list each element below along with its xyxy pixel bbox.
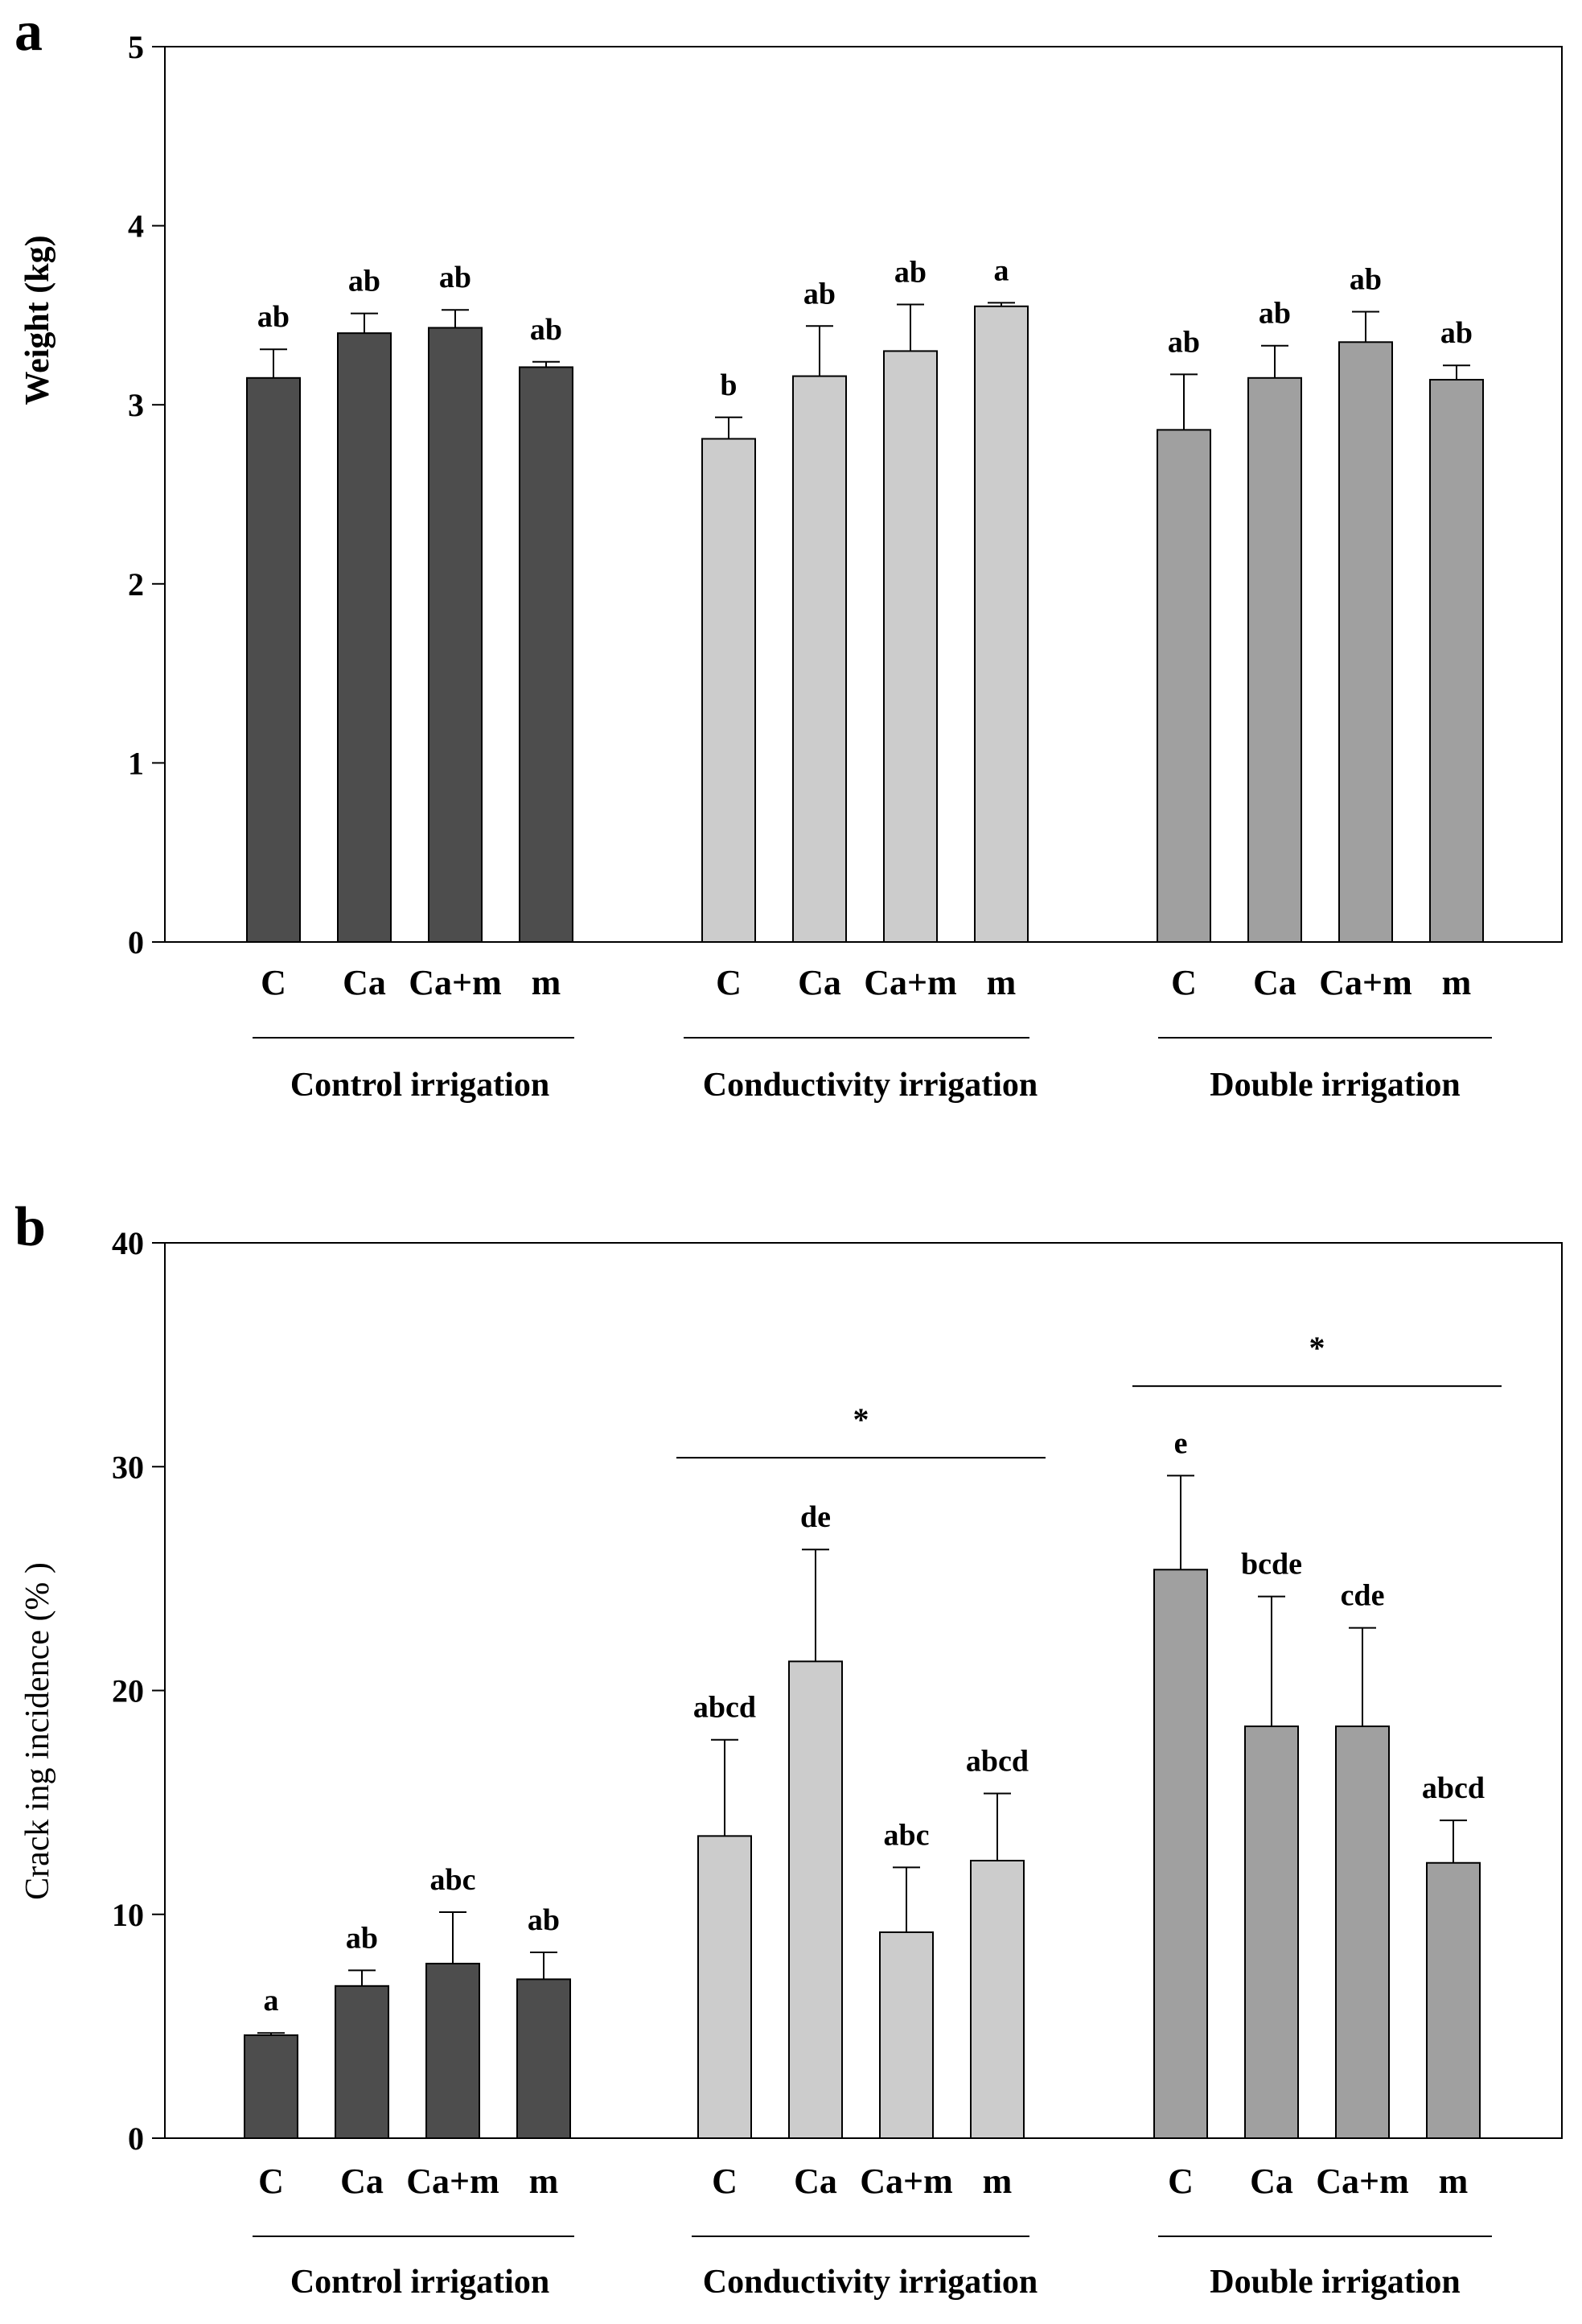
significance-letter: abc <box>430 1863 476 1897</box>
bar <box>516 1978 571 2139</box>
significance-letter: a <box>264 1984 279 2018</box>
category-label: C <box>712 2162 738 2201</box>
y-tick-label: 3 <box>128 387 144 423</box>
significance-asterisk: * <box>1309 1330 1325 1366</box>
significance-asterisk: * <box>853 1401 869 1438</box>
category-label: C <box>258 2162 284 2201</box>
y-tick-label: 1 <box>128 745 144 781</box>
bar <box>788 1660 843 2139</box>
category-label: Ca <box>794 2162 837 2201</box>
category-label: Ca <box>1253 963 1296 1002</box>
group-label: Control irrigation <box>290 2264 549 2301</box>
category-label: Ca+m <box>1319 963 1412 1002</box>
category-label: Ca+m <box>864 963 957 1002</box>
significance-letter: ab <box>894 256 927 290</box>
bar <box>792 375 847 944</box>
bar <box>1335 1726 1390 2140</box>
group-label: Control irrigation <box>290 1067 549 1104</box>
bar <box>701 438 756 943</box>
significance-letter: de <box>800 1500 831 1534</box>
y-tick-label: 30 <box>112 1449 144 1485</box>
bar <box>1244 1726 1299 2140</box>
significance-letter: e <box>1174 1426 1188 1460</box>
category-label: Ca+m <box>409 963 502 1002</box>
category-label: Ca+m <box>860 2162 953 2201</box>
category-label: Ca+m <box>1316 2162 1409 2201</box>
significance-letter: abcd <box>693 1691 756 1725</box>
category-label: C <box>1171 963 1197 1002</box>
bar <box>974 305 1029 943</box>
y-tick-label: 0 <box>128 2120 144 2157</box>
category-label: m <box>987 963 1017 1002</box>
bar <box>1338 341 1393 944</box>
significance-letter: ab <box>528 1903 560 1937</box>
significance-letter: ab <box>1350 262 1382 296</box>
significance-letter: abcd <box>1422 1771 1485 1805</box>
group-label: Double irrigation <box>1210 1067 1461 1104</box>
significance-letter: ab <box>439 261 471 294</box>
y-tick-label: 10 <box>112 1897 144 1933</box>
significance-letter: ab <box>1259 297 1291 331</box>
category-label: m <box>532 963 561 1002</box>
bar <box>1426 1861 1481 2139</box>
significance-letter: ab <box>530 313 562 347</box>
category-label: Ca <box>1250 2162 1293 2201</box>
category-label: m <box>1442 963 1472 1002</box>
bar <box>335 1985 389 2140</box>
y-tick-label: 4 <box>128 208 144 245</box>
significance-letter: ab <box>1440 316 1473 350</box>
bar <box>519 366 573 944</box>
category-label: m <box>529 2162 559 2201</box>
category-label: m <box>1439 2162 1469 2201</box>
panel-b-cracking-chart: b Crack ing incidence (% ) 010203040aCab… <box>14 1196 1563 2301</box>
y-tick-label: 40 <box>112 1225 144 1261</box>
y-tick-label: 0 <box>128 924 144 960</box>
y-tick-label: 2 <box>128 566 144 603</box>
group-label: Conductivity irrigation <box>703 2264 1038 2301</box>
y-tick-label: 20 <box>112 1673 144 1709</box>
group-label: Double irrigation <box>1210 2264 1461 2301</box>
significance-letter: a <box>994 253 1009 287</box>
significance-letter: ab <box>1168 325 1200 359</box>
category-label: C <box>716 963 742 1002</box>
bar <box>244 2034 298 2139</box>
bar <box>1247 376 1302 943</box>
category-label: Ca <box>343 963 386 1002</box>
bar <box>246 376 301 943</box>
bar <box>883 350 938 944</box>
panel-a-weight-chart: a Weight (kg) 012345abCabCaabCa+mabmCont… <box>14 1 1563 1104</box>
significance-letter: ab <box>348 265 380 298</box>
panel-letter-a: a <box>14 1 43 63</box>
significance-letter: cde <box>1341 1579 1385 1613</box>
significance-letter: abcd <box>966 1744 1029 1778</box>
bar <box>970 1859 1025 2139</box>
significance-letter: ab <box>346 1921 378 1955</box>
category-label: Ca+m <box>406 2162 499 2201</box>
panel-letter-b: b <box>14 1196 46 1258</box>
bar <box>428 327 483 943</box>
y-axis-title-weight: Weight (kg) <box>19 235 56 405</box>
bar <box>1153 1569 1208 2139</box>
bar <box>1157 429 1211 943</box>
significance-letter: abc <box>884 1818 930 1852</box>
y-tick-label: 5 <box>128 29 144 65</box>
category-label: C <box>261 963 286 1002</box>
bar <box>337 332 392 944</box>
plot-frame-a <box>164 46 1563 943</box>
significance-letter: b <box>720 368 737 402</box>
category-label: C <box>1168 2162 1194 2201</box>
category-label: Ca <box>798 963 841 1002</box>
significance-letter: ab <box>803 277 836 311</box>
group-label: Conductivity irrigation <box>703 1067 1038 1104</box>
bar <box>879 1931 934 2140</box>
y-axis-title-cracking: Crack ing incidence (% ) <box>19 1562 56 1900</box>
significance-letter: ab <box>257 300 290 334</box>
category-label: m <box>983 2162 1013 2201</box>
significance-letter: bcde <box>1241 1548 1302 1582</box>
bar <box>697 1835 752 2140</box>
category-label: Ca <box>340 2162 384 2201</box>
bar <box>1429 379 1484 943</box>
bar <box>425 1962 480 2140</box>
